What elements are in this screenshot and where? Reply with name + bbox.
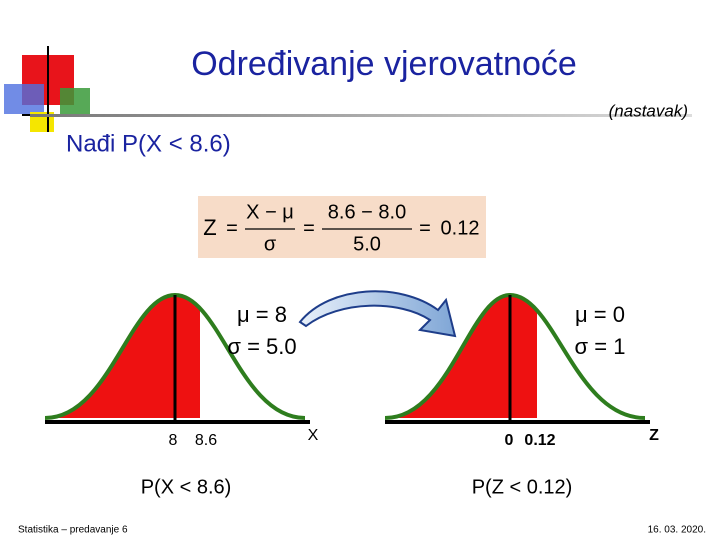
footer-right: 16. 03. 2020.: [648, 525, 706, 536]
axis-label: X: [308, 427, 319, 444]
title: Određivanje vjerovatnoće: [191, 45, 577, 83]
mu-label: μ = 0: [575, 302, 625, 327]
sigma-label: σ = 5.0: [227, 334, 296, 359]
tick-label: 0: [505, 432, 514, 449]
heading: Nađi P(X < 8.6): [66, 130, 231, 157]
equals: =: [226, 217, 238, 239]
denominator: σ: [264, 233, 277, 255]
axis-label: Z: [649, 427, 659, 444]
numerator: 8.6 − 8.0: [328, 201, 406, 223]
right-curve: [384, 292, 650, 424]
caption: P(Z < 0.12): [472, 476, 573, 498]
formula: Z = X − μ σ = 8.6 − 8.0 5.0 = 0.12: [198, 196, 486, 258]
tick-label: 0.12: [524, 432, 555, 449]
denominator: 5.0: [353, 233, 381, 255]
subtitle: (nastavak): [609, 101, 688, 120]
tick-label: 8.6: [195, 432, 217, 449]
title-rule: [30, 114, 692, 117]
formula-var: Z: [203, 215, 216, 240]
caption: P(X < 8.6): [141, 476, 232, 498]
equals: =: [303, 217, 315, 239]
left-curve: [44, 292, 310, 424]
result: 0.12: [441, 217, 480, 239]
sigma-label: σ = 1: [575, 334, 626, 359]
mu-label: μ = 8: [237, 302, 287, 327]
tick-label: 8: [169, 432, 178, 449]
footer-left: Statistika – predavanje 6: [18, 525, 128, 536]
equals: =: [419, 217, 431, 239]
transform-arrow: [298, 290, 457, 338]
numerator: X − μ: [246, 201, 294, 223]
logo-decoration: [4, 46, 90, 132]
